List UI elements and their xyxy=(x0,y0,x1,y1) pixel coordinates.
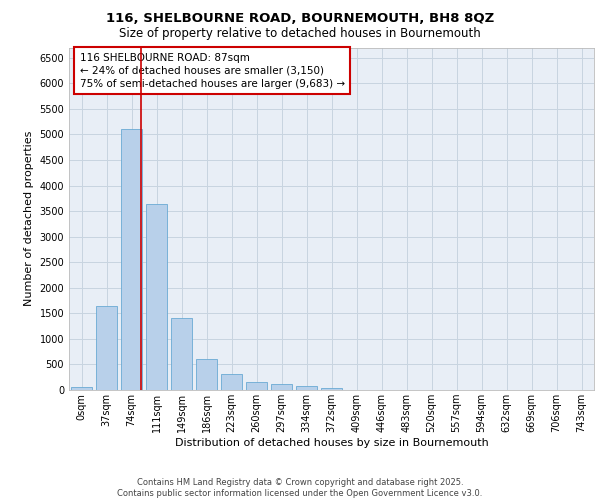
Text: Contains HM Land Registry data © Crown copyright and database right 2025.
Contai: Contains HM Land Registry data © Crown c… xyxy=(118,478,482,498)
X-axis label: Distribution of detached houses by size in Bournemouth: Distribution of detached houses by size … xyxy=(175,438,488,448)
Bar xyxy=(146,204,167,390)
Bar xyxy=(246,382,267,390)
Bar xyxy=(96,306,117,390)
Bar xyxy=(121,130,142,390)
Text: Size of property relative to detached houses in Bournemouth: Size of property relative to detached ho… xyxy=(119,28,481,40)
Bar xyxy=(221,374,242,390)
Text: 116 SHELBOURNE ROAD: 87sqm
← 24% of detached houses are smaller (3,150)
75% of s: 116 SHELBOURNE ROAD: 87sqm ← 24% of deta… xyxy=(79,52,344,89)
Bar xyxy=(171,318,192,390)
Y-axis label: Number of detached properties: Number of detached properties xyxy=(24,131,34,306)
Text: 116, SHELBOURNE ROAD, BOURNEMOUTH, BH8 8QZ: 116, SHELBOURNE ROAD, BOURNEMOUTH, BH8 8… xyxy=(106,12,494,26)
Bar xyxy=(296,386,317,390)
Bar xyxy=(321,388,342,390)
Bar xyxy=(196,359,217,390)
Bar xyxy=(271,384,292,390)
Bar xyxy=(71,387,92,390)
